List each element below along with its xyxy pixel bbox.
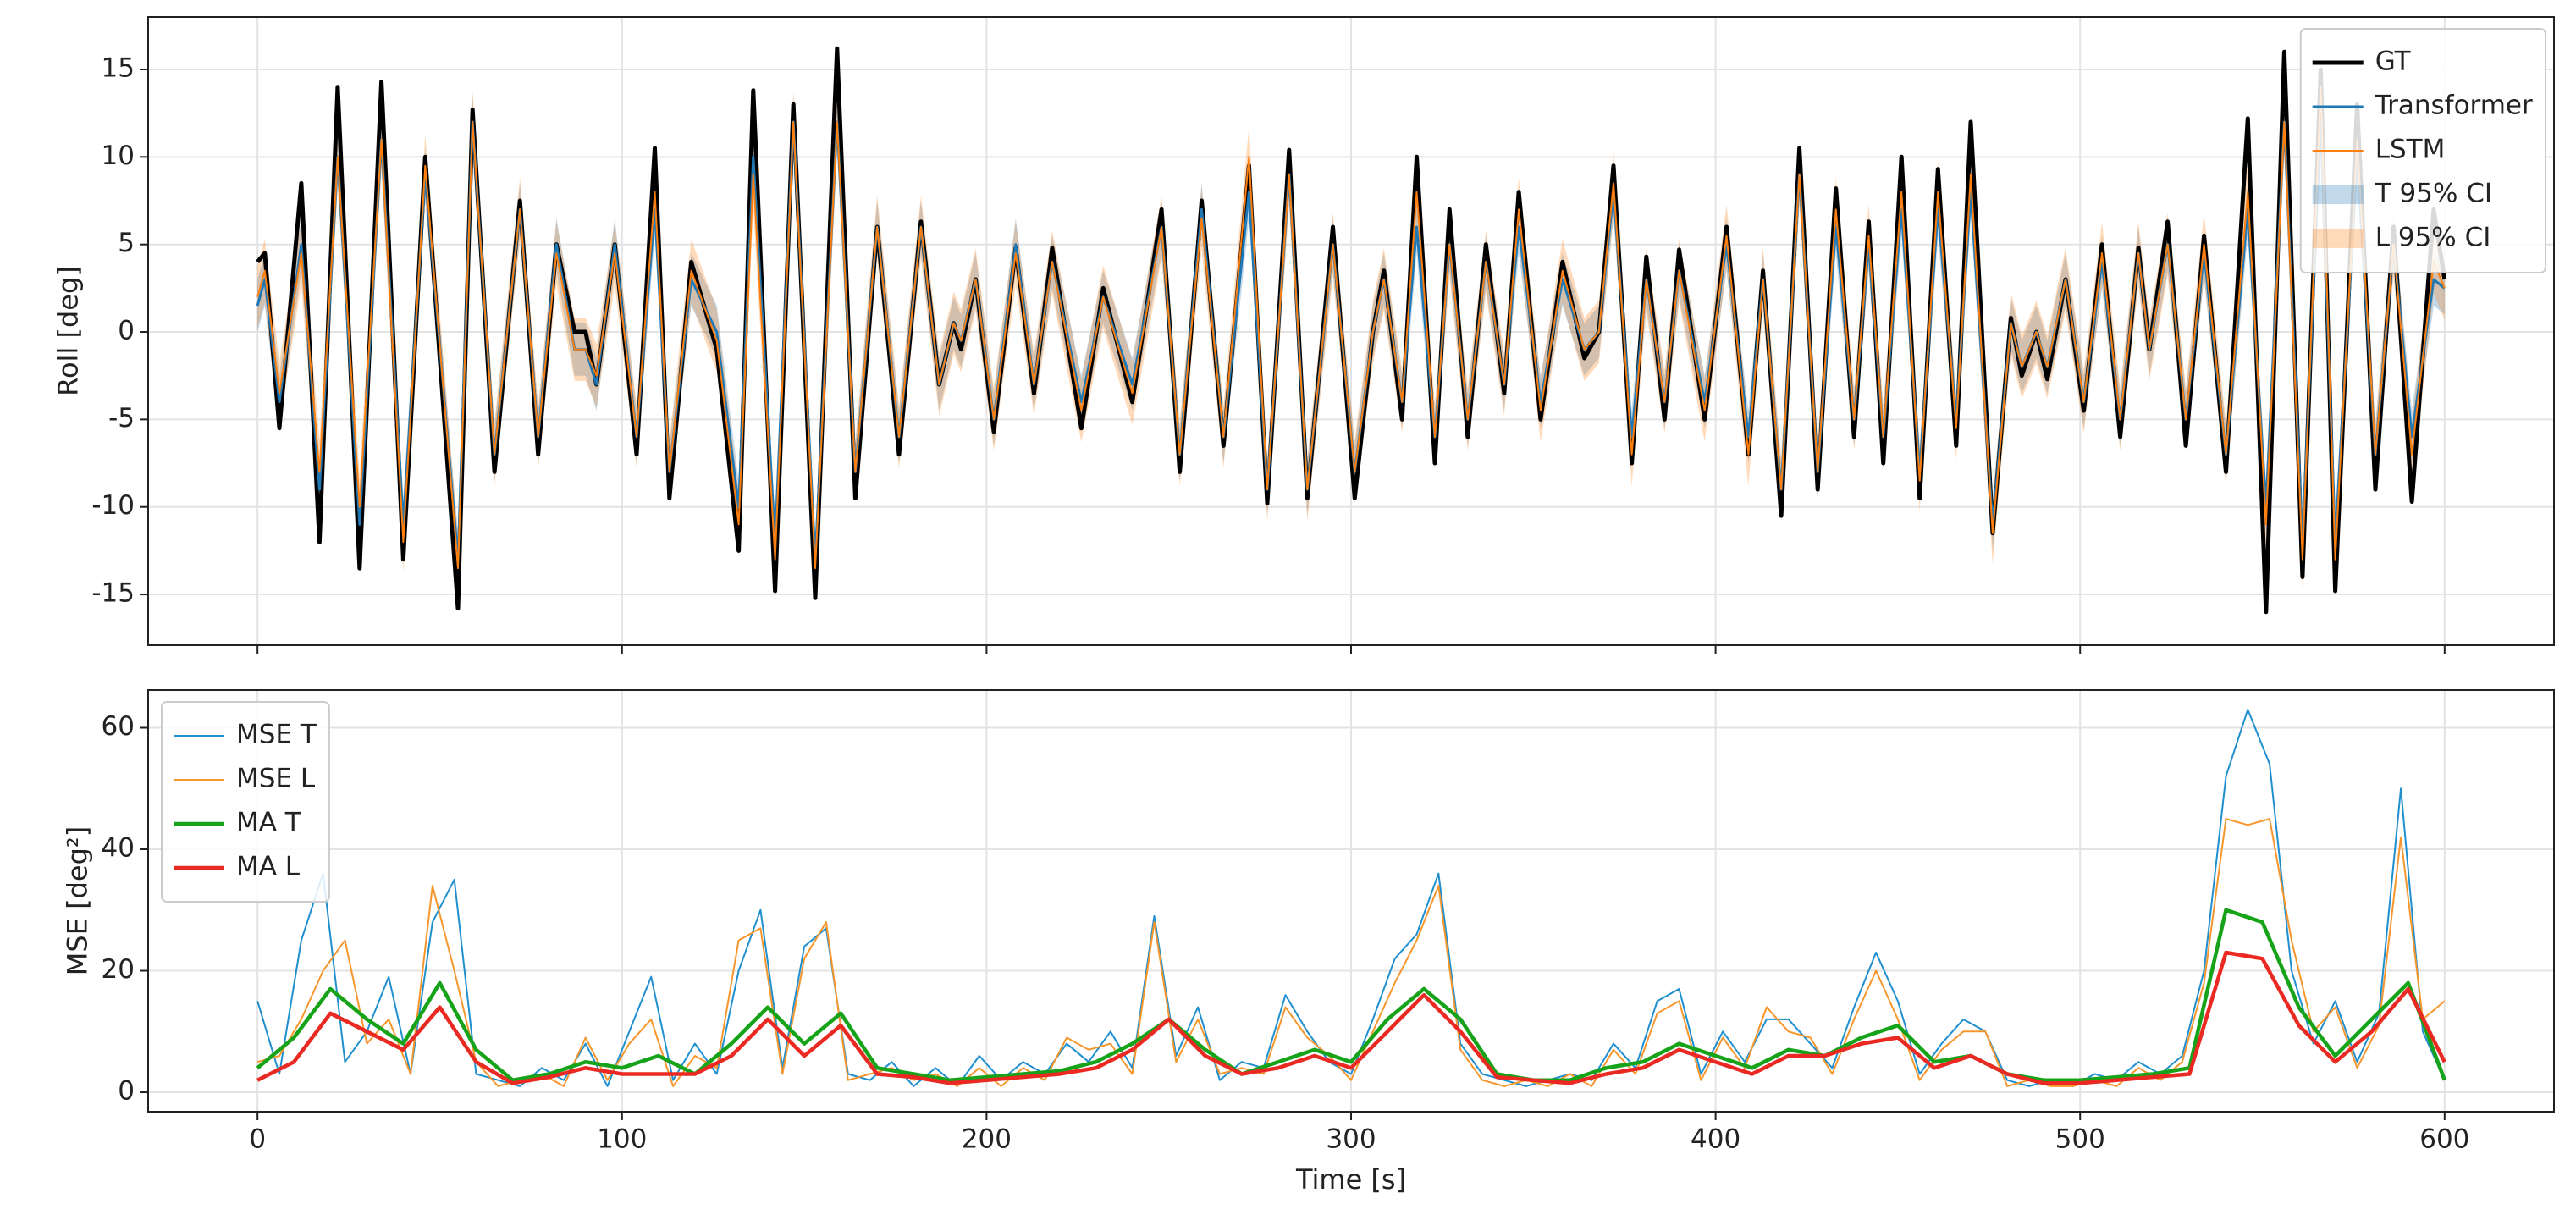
x-tick-label: 0 [249,1124,266,1155]
y-tick-label: 60 [102,711,135,742]
y-tick-label: 5 [118,228,135,258]
legend: GT Transformer LSTM T 95% CI L 95% CI [2299,28,2546,273]
legend-swatch [2312,185,2364,204]
y-tick-label: 0 [118,316,135,346]
legend-box [161,701,330,903]
y-tick-label: -10 [91,490,135,521]
y-tick-label: 0 [118,1076,135,1107]
x-tick-label: 200 [962,1124,1012,1155]
legend-label: MA T [236,808,302,838]
axes: 0 100 200 300 400 500 600 0 20 40 60 MSE [deg²] Time… [62,689,2555,1196]
x-tick-label: 400 [1691,1124,1740,1155]
series-line [256,950,2446,1085]
x-tick-label: 600 [2419,1124,2469,1155]
y-tick-label: 20 [102,954,135,985]
legend-label: LSTM [2375,135,2446,165]
legend-label: MSE L [236,764,316,794]
axes: -15 -10 -5 0 5 10 15 Roll [deg] GT Transformer LST… [52,16,2555,654]
y-tick-label: 10 [102,141,135,171]
plot-area [256,46,2447,615]
series-line [256,908,2446,1082]
series-line [256,86,2446,570]
x-axis-label: Time [s] [1295,1163,1406,1196]
x-tick-label: 500 [2055,1124,2105,1155]
legend-label: Transformer [2375,91,2533,121]
y-tick-label: -15 [91,578,135,609]
legend-label: MSE T [236,720,317,750]
legend-label: GT [2375,47,2412,77]
legend-label: T 95% CI [2375,179,2492,209]
axes-frame [147,16,2555,646]
legend-label: L 95% CI [2375,223,2491,253]
y-tick-label: -5 [108,403,135,434]
legend: MSE T MSE L MA T MA L [161,701,330,903]
y-axis-label: MSE [deg²] [62,826,94,975]
x-tick-label: 300 [1326,1124,1376,1155]
y-axis-label: Roll [deg] [52,266,84,396]
y-tick-label: 15 [102,53,135,84]
plot-area [256,709,2446,1087]
legend-label: MA L [236,852,301,882]
x-tick-label: 100 [597,1124,647,1155]
legend-box [2299,28,2546,273]
legend-swatch [2312,229,2364,248]
y-tick-label: 40 [102,833,135,864]
axes-frame [147,689,2555,1113]
